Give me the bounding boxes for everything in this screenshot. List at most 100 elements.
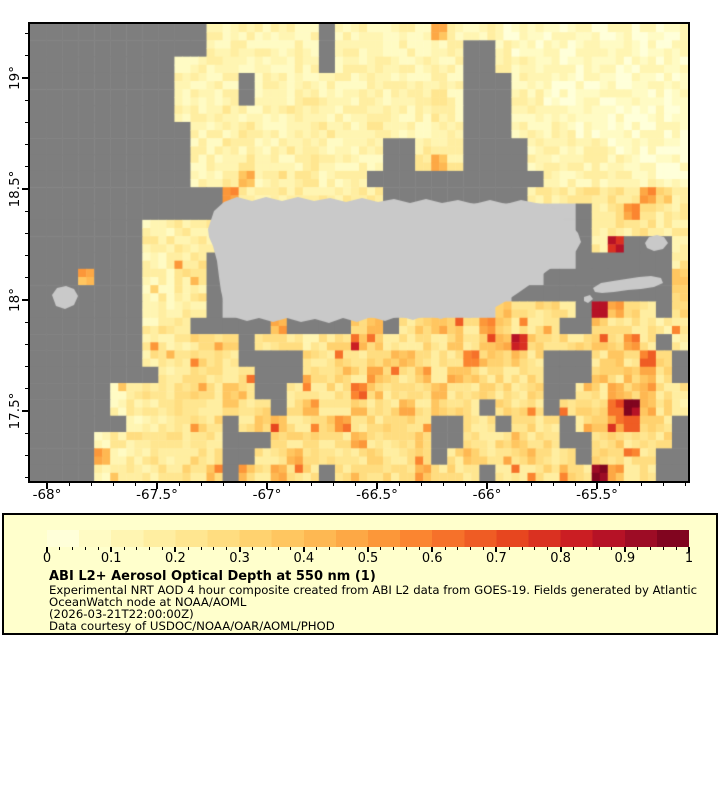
colorbar-tick-label: 1 — [684, 551, 694, 566]
colorbar-minor-tick — [200, 547, 202, 550]
colorbar-minor-tick — [598, 547, 600, 550]
x-minor-tick — [288, 483, 290, 486]
x-minor-tick — [90, 483, 92, 486]
y-minor-tick — [25, 121, 28, 123]
colorbar-minor-tick — [662, 547, 664, 550]
colorbar-minor-tick — [470, 547, 472, 550]
x-minor-tick — [200, 483, 202, 486]
x-major-tick — [156, 483, 158, 489]
colorbar-major-tick — [367, 547, 369, 552]
y-major-tick — [22, 187, 28, 190]
colorbar-major-tick — [431, 547, 434, 552]
y-minor-tick — [25, 232, 28, 234]
x-minor-tick — [618, 483, 620, 486]
colorbar-minor-tick — [354, 547, 356, 550]
colorbar-minor-tick — [136, 547, 138, 550]
x-minor-tick — [222, 483, 224, 486]
colorbar-major-tick — [174, 547, 177, 552]
colorbar-minor-tick — [418, 547, 420, 550]
colorbar-minor-tick — [316, 547, 318, 550]
colorbar-tick-label: 0 — [42, 551, 52, 566]
colorbar-minor-tick — [637, 547, 639, 550]
colorbar-minor-tick — [226, 547, 228, 550]
colorbar-major-tick — [302, 547, 305, 552]
x-tick-label: -65.5° — [576, 487, 618, 503]
x-minor-tick — [178, 483, 180, 486]
colorbar-tick-label: 0.7 — [486, 551, 507, 566]
colorbar-minor-tick — [72, 547, 74, 550]
colorbar-major-tick — [110, 547, 113, 552]
colorbar-tick-label: 0.2 — [165, 551, 186, 566]
colorbar-minor-tick — [393, 547, 395, 550]
y-minor-tick — [25, 477, 28, 479]
colorbar-major-tick — [623, 547, 626, 552]
x-tick-label: -68° — [32, 487, 62, 503]
x-minor-tick — [574, 483, 576, 486]
colorbar-minor-tick — [277, 547, 279, 550]
colorbar — [47, 530, 689, 547]
y-minor-tick — [25, 99, 28, 101]
colorbar-tick-label: 0.3 — [229, 551, 250, 566]
colorbar-tick-label: 0.6 — [421, 551, 443, 566]
y-minor-tick — [25, 454, 28, 456]
y-minor-tick — [25, 343, 28, 345]
x-minor-tick — [310, 483, 312, 486]
colorbar-major-tick — [495, 547, 498, 552]
y-major-tick — [22, 298, 28, 301]
x-tick-label: -67° — [252, 487, 282, 503]
x-minor-tick — [508, 483, 510, 486]
x-major-tick — [486, 483, 488, 489]
y-minor-tick — [25, 255, 28, 257]
colorbar-major-tick — [46, 547, 48, 552]
colorbar-minor-tick — [341, 547, 343, 550]
colorbar-major-tick — [688, 547, 690, 552]
y-major-tick — [22, 76, 28, 79]
y-tick-label: 18.5° — [7, 170, 23, 208]
y-minor-tick — [25, 277, 28, 279]
colorbar-minor-tick — [149, 547, 151, 550]
y-minor-tick — [25, 210, 28, 212]
y-minor-tick — [25, 366, 28, 368]
colorbar-major-tick — [238, 547, 241, 552]
y-minor-tick — [25, 55, 28, 57]
legend-timestamp: (2026-03-21T22:00:00Z) — [49, 607, 194, 621]
colorbar-minor-tick — [213, 547, 215, 550]
colorbar-minor-tick — [97, 547, 99, 550]
x-tick-label: -66.5° — [356, 487, 398, 503]
x-minor-tick — [398, 483, 400, 486]
colorbar-tick-label: 0.8 — [550, 551, 571, 566]
colorbar-minor-tick — [611, 547, 613, 550]
colorbar-minor-tick — [85, 547, 87, 550]
colorbar-minor-tick — [162, 547, 164, 550]
colorbar-major-tick — [559, 547, 562, 552]
colorbar-minor-tick — [59, 547, 61, 550]
colorbar-minor-tick — [534, 547, 536, 550]
x-minor-tick — [640, 483, 642, 486]
x-minor-tick — [244, 483, 246, 486]
x-tick-label: -67.5° — [136, 487, 178, 503]
colorbar-tick-label: 0.1 — [100, 551, 122, 566]
y-major-tick — [22, 409, 28, 412]
colorbar-minor-tick — [251, 547, 253, 550]
x-minor-tick — [552, 483, 554, 486]
y-minor-tick — [25, 321, 28, 323]
colorbar-minor-tick — [123, 547, 125, 550]
y-minor-tick — [25, 388, 28, 390]
colorbar-tick-label: 0.9 — [614, 551, 636, 566]
legend-description-line-1: Experimental NRT AOD 4 hour composite cr… — [49, 583, 698, 597]
x-major-tick — [596, 483, 598, 489]
x-tick-label: -66° — [472, 487, 502, 503]
colorbar-minor-tick — [187, 547, 189, 550]
aod-map-canvas — [30, 24, 688, 481]
y-minor-tick — [25, 166, 28, 168]
legend-description-line-2: OceanWatch node at NOAA/AOML — [49, 595, 247, 609]
x-major-tick — [266, 483, 268, 489]
y-tick-label: 17.5° — [7, 392, 23, 430]
y-minor-tick — [25, 33, 28, 35]
colorbar-minor-tick — [457, 547, 459, 550]
colorbar-minor-tick — [290, 547, 292, 550]
colorbar-minor-tick — [508, 547, 510, 550]
colorbar-minor-tick — [649, 547, 651, 550]
x-major-tick — [46, 483, 48, 489]
